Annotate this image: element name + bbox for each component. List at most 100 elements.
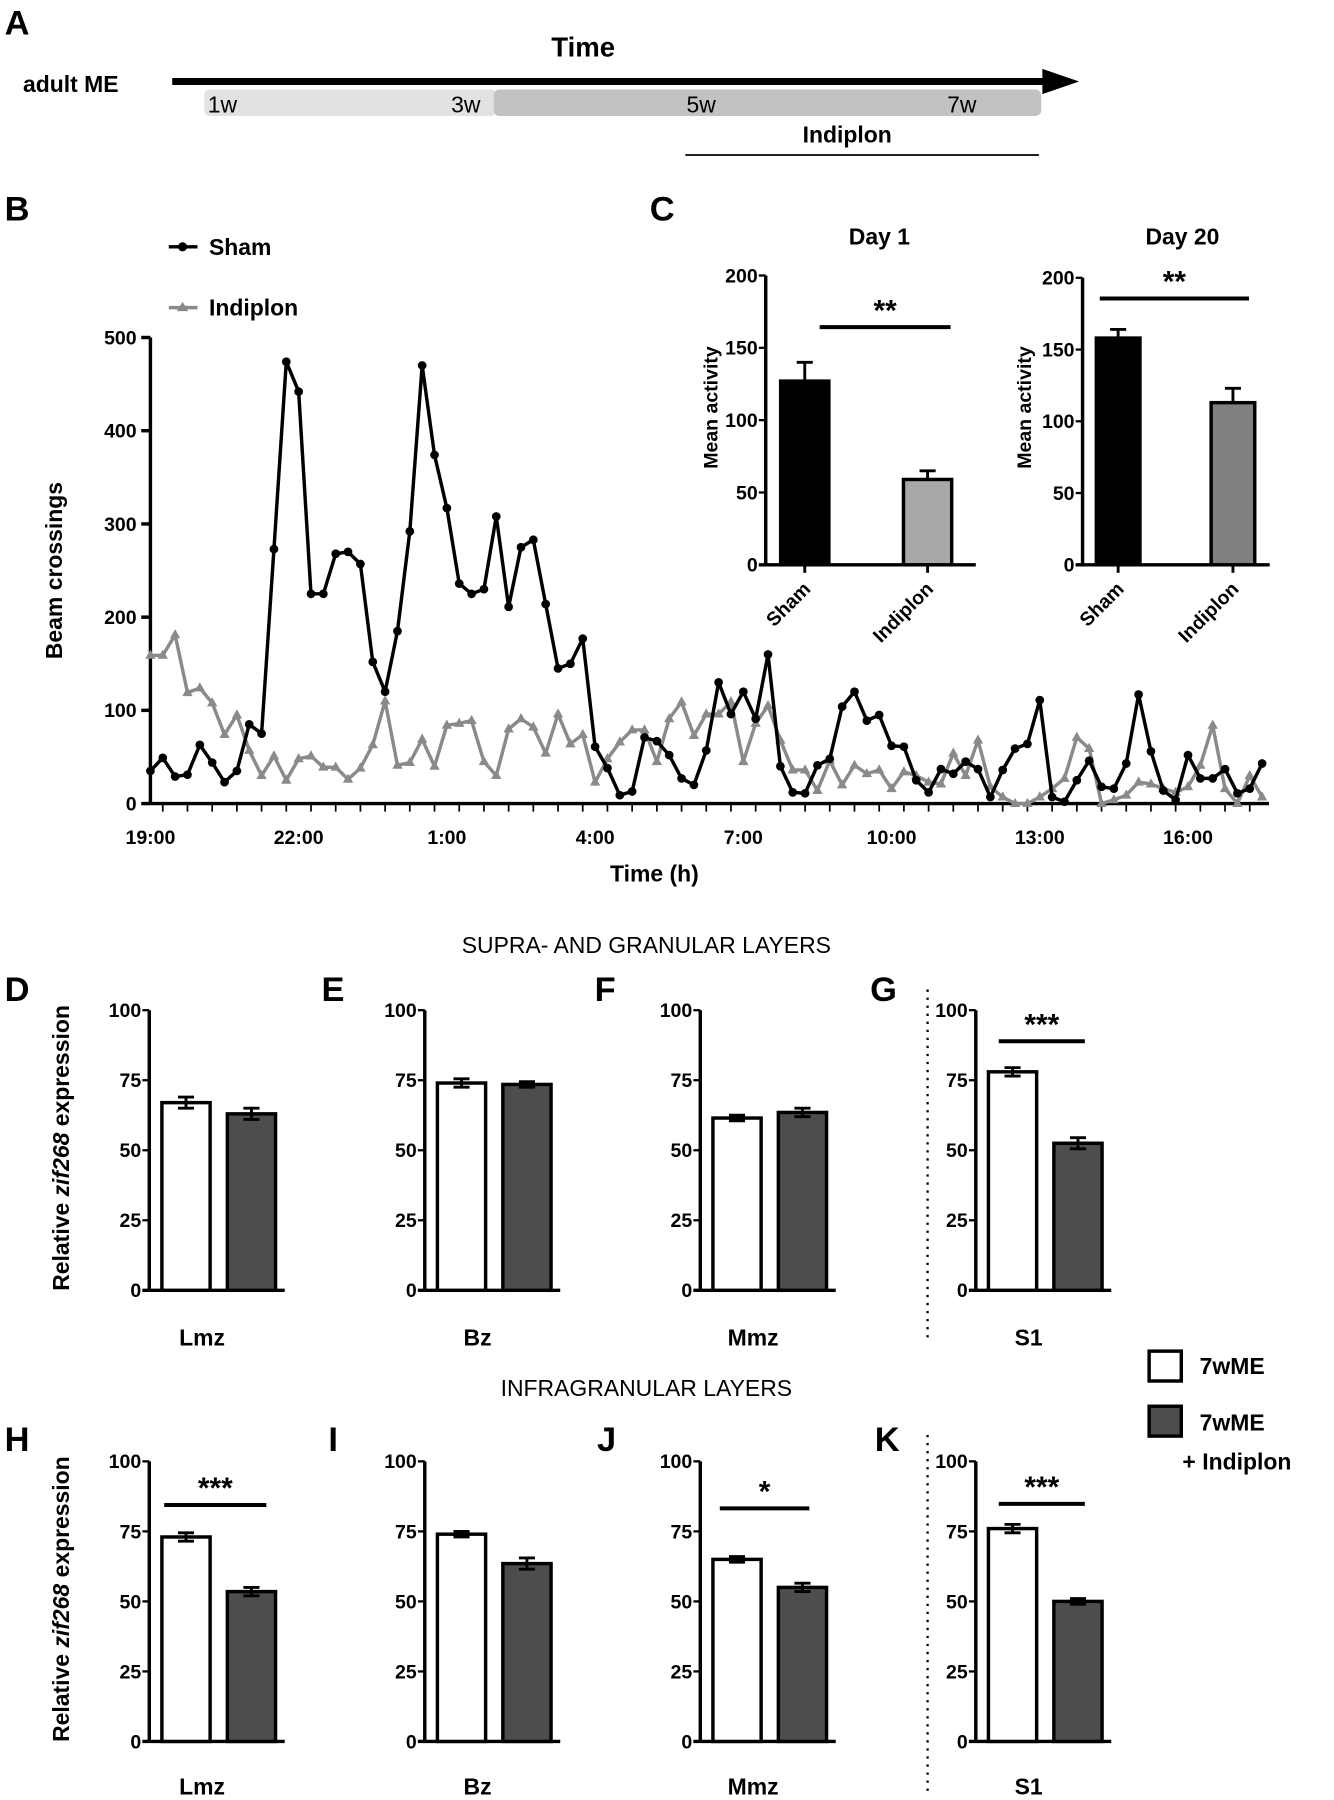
significance-stars: ** [874,294,898,327]
data-point [207,758,217,767]
data-point [454,717,465,727]
panel-label-e: E [321,971,344,1009]
y-axis-title: Mean activity [701,346,723,469]
y-tick-label: 500 [104,327,137,349]
data-point [1257,759,1267,768]
y-tick-label: 0 [747,555,758,577]
data-point [1121,759,1131,768]
data-point [1071,731,1082,741]
data-point [504,602,513,612]
data-point [701,746,711,755]
data-point [356,559,365,569]
y-tick-label: 75 [395,1070,417,1092]
legend-marker-icon [177,242,188,252]
data-point [886,782,897,793]
data-point [1109,784,1119,794]
data-point [367,739,378,749]
data-point [293,753,304,763]
bar-chart-g-s1: 0 25 50 75 100 S1 *** [935,1000,1112,1350]
timeline-period-3-7w [493,89,1042,116]
data-point [1023,739,1032,749]
data-point [651,755,663,766]
significance-stars: * [759,1476,771,1509]
x-tick-label: 7:00 [724,827,763,849]
bar-7wme-indiplon [501,1561,553,1744]
y-tick-label: 50 [120,1140,142,1162]
data-point [948,769,958,779]
data-point [343,547,353,557]
data-point [664,713,675,723]
series-sham [146,357,1267,807]
data-point [677,774,686,783]
data-point [578,634,588,643]
bar-chart-d-lmz: 0 25 50 75 100 Lmz [109,1000,285,1350]
data-point [146,766,155,776]
data-point [182,686,193,697]
y-tick-label: 100 [104,700,137,722]
x-tick-label: 10:00 [867,827,917,849]
data-point [219,728,230,739]
data-point [552,708,564,718]
data-point [393,626,402,636]
data-point [1195,774,1205,783]
data-point [874,764,885,774]
bar-7wme [435,1081,488,1293]
data-point [231,709,243,719]
y-tick-label: 100 [384,1000,417,1022]
data-point [232,766,242,776]
data-point [614,736,625,746]
data-point [169,629,181,639]
y-tick-label: 0 [681,1280,692,1302]
data-point [528,535,538,545]
data-point [776,761,785,771]
data-point [862,716,872,725]
data-point [1108,794,1120,804]
data-point [318,589,328,599]
y-tick-label: 25 [120,1210,142,1232]
timeline-week-label: 7w [947,92,977,118]
y-tick-label: 25 [120,1661,142,1683]
x-tick-label: 22:00 [274,827,324,849]
data-point [565,738,576,748]
y-tick-label: 50 [736,482,758,504]
data-point [788,788,798,797]
data-point [1072,775,1082,785]
timeline-subject: adult ME [23,71,119,97]
data-point [1207,719,1218,729]
legend-label-sham: Sham [209,234,271,260]
y-tick-label: 0 [406,1731,417,1753]
y-axis-title-prefix: Relative [48,1196,74,1290]
data-point [935,778,947,788]
timeline-week-label: 1w [208,92,238,118]
timeline-period-1-3w [204,89,496,116]
data-point [404,756,415,767]
legend-label-7wme-indiplon-line2: + Indiplon [1182,1448,1291,1474]
data-point [553,664,563,673]
category-label: Bz [464,1773,492,1799]
significance-stars: *** [1024,1471,1059,1504]
data-point [911,775,921,785]
category-label: S1 [1015,1773,1043,1799]
y-tick-label: 200 [104,607,137,629]
data-point [429,760,440,770]
category-label: Bz [464,1324,492,1350]
y-tick-label: 75 [120,1521,142,1543]
data-point [887,741,896,751]
data-point [726,709,736,719]
y-tick-label: 150 [725,338,758,360]
data-point [1245,784,1255,794]
y-axis-title-gene: zif268 [48,1584,74,1649]
y-tick-label: 75 [946,1070,968,1092]
bar-7wme [986,1526,1039,1744]
data-point [1121,789,1132,799]
data-point [416,733,428,743]
data-point [861,768,873,778]
y-tick-label: 0 [130,1731,141,1753]
data-point [577,728,588,739]
data-point [342,773,354,783]
timeline-arrow-head-icon [1042,68,1080,95]
data-point [973,764,983,774]
y-tick-label: 75 [671,1521,693,1543]
data-point [244,744,255,754]
